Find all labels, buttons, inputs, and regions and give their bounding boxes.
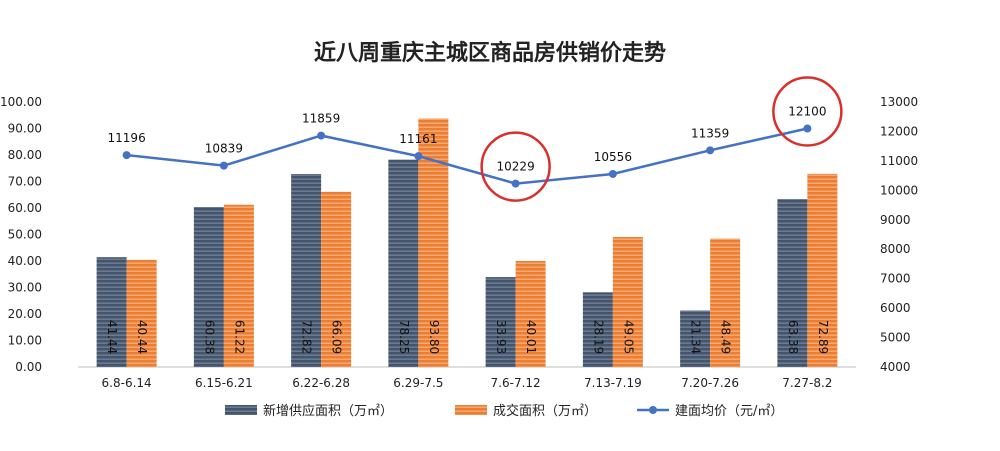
supply-bar bbox=[193, 206, 224, 367]
price-point bbox=[219, 161, 228, 170]
y-right-tick-label: 7000 bbox=[880, 272, 911, 286]
y-left-tick-label: 30.00 bbox=[8, 281, 42, 295]
bar-data-label: 49.05 bbox=[621, 320, 635, 354]
price-point bbox=[511, 179, 520, 188]
legend-sales-entry: 成交面积（万㎡） bbox=[455, 403, 597, 419]
x-tick-label: 7.20-7.26 bbox=[681, 376, 739, 390]
x-tick-label: 6.8-6.14 bbox=[102, 376, 152, 390]
price-point bbox=[608, 169, 617, 178]
line-layer: 11196 10839 11859 11161 10229 10556 11359 12100 bbox=[108, 76, 843, 202]
bar-data-label: 21.34 bbox=[689, 320, 703, 354]
price-data-label: 10556 bbox=[594, 150, 632, 164]
price-point bbox=[706, 146, 715, 155]
bar-data-label: 63.38 bbox=[786, 320, 800, 354]
x-tick-label: 7.6-7.12 bbox=[491, 376, 541, 390]
y-right-tick-label: 9000 bbox=[880, 213, 911, 227]
supply-bar bbox=[291, 174, 322, 367]
axes-layer: 0.00 10.00 20.00 30.00 40.00 50.00 60.00 70.00 8… bbox=[0, 95, 918, 390]
x-tick-label: 7.27-8.2 bbox=[782, 376, 832, 390]
price-point bbox=[122, 151, 131, 160]
bar-data-label: 60.38 bbox=[202, 320, 216, 354]
legend-supply-entry: 新增供应面积（万㎡） bbox=[225, 403, 393, 419]
bar-data-label: 72.89 bbox=[816, 320, 830, 354]
y-right-tick-label: 4000 bbox=[880, 360, 911, 374]
sales-bar bbox=[321, 191, 352, 367]
sales-bar bbox=[807, 173, 838, 367]
price-data-label: 11859 bbox=[302, 112, 340, 126]
y-left-tick-label: 10.00 bbox=[8, 334, 42, 348]
y-right-tick-label: 6000 bbox=[880, 301, 911, 315]
bar-data-label: 33.93 bbox=[494, 320, 508, 354]
price-data-label: 10839 bbox=[205, 142, 243, 156]
sales-bar bbox=[223, 204, 254, 367]
bar-data-label: 93.80 bbox=[427, 320, 441, 354]
y-right-tick-label: 10000 bbox=[880, 183, 918, 197]
bar-data-label: 40.01 bbox=[524, 320, 538, 354]
highlight-circle bbox=[480, 131, 551, 202]
price-point bbox=[803, 124, 812, 133]
y-right-tick-label: 12000 bbox=[880, 124, 918, 138]
supply-bar bbox=[777, 199, 808, 367]
bar-data-label: 40.44 bbox=[135, 320, 149, 354]
legend-sales-swatch bbox=[455, 405, 487, 415]
price-data-label: 10229 bbox=[497, 160, 535, 174]
supply-bar bbox=[582, 292, 613, 367]
y-right-tick-label: 8000 bbox=[880, 242, 911, 256]
bar-data-label: 78.25 bbox=[397, 320, 411, 354]
supply-bar bbox=[96, 257, 127, 367]
sales-bar bbox=[612, 237, 643, 367]
y-left-tick-label: 90.00 bbox=[8, 122, 42, 136]
legend-price-label: 建面均价（元/㎡） bbox=[675, 404, 783, 419]
sales-bar bbox=[126, 259, 157, 367]
bars-layer: 41.44 40.44 60.38 61.22 72.82 66.09 78.25 93.80… bbox=[96, 118, 838, 368]
legend-price-swatch-marker bbox=[649, 406, 657, 414]
price-point bbox=[414, 152, 423, 161]
chart-title: 近八周重庆主城区商品房供销价走势 bbox=[314, 40, 666, 66]
y-left-tick-label: 40.00 bbox=[8, 254, 42, 268]
legend-sales-label: 成交面积（万㎡） bbox=[493, 403, 597, 419]
legend: 新增供应面积（万㎡） 成交面积（万㎡） 建面均价（元/㎡） bbox=[225, 403, 783, 419]
legend-supply-swatch bbox=[225, 405, 257, 415]
y-left-tick-label: 100.00 bbox=[0, 95, 42, 109]
bar-data-label: 28.19 bbox=[591, 320, 605, 354]
y-left-tick-label: 0.00 bbox=[15, 360, 42, 374]
y-left-tick-label: 80.00 bbox=[8, 148, 42, 162]
bar-data-label: 41.44 bbox=[105, 320, 119, 354]
bar-data-label: 48.49 bbox=[719, 320, 733, 354]
y-right-tick-label: 13000 bbox=[880, 95, 918, 109]
bar-data-label: 72.82 bbox=[300, 320, 314, 354]
legend-supply-label: 新增供应面积（万㎡） bbox=[263, 403, 393, 419]
x-tick-label: 7.13-7.19 bbox=[584, 376, 642, 390]
y-left-tick-label: 20.00 bbox=[8, 307, 42, 321]
price-data-label: 11196 bbox=[108, 131, 146, 145]
y-left-tick-label: 60.00 bbox=[8, 201, 42, 215]
x-tick-label: 6.15-6.21 bbox=[195, 376, 253, 390]
price-data-label: 11161 bbox=[399, 132, 437, 146]
x-tick-label: 6.29-7.5 bbox=[393, 376, 443, 390]
x-tick-label: 6.22-6.28 bbox=[292, 376, 350, 390]
supply-bar bbox=[680, 310, 711, 367]
y-left-tick-label: 70.00 bbox=[8, 175, 42, 189]
supply-bar bbox=[485, 277, 516, 367]
price-data-label: 12100 bbox=[788, 105, 826, 119]
bar-data-label: 61.22 bbox=[232, 320, 246, 354]
sales-bar bbox=[710, 238, 741, 367]
y-left-tick-label: 50.00 bbox=[8, 228, 42, 242]
price-data-label: 11359 bbox=[691, 126, 729, 140]
price-point bbox=[317, 131, 326, 140]
sales-bar bbox=[515, 260, 546, 367]
legend-price-entry: 建面均价（元/㎡） bbox=[637, 404, 783, 419]
highlight-circle bbox=[772, 76, 843, 147]
bar-data-label: 66.09 bbox=[330, 320, 344, 354]
supply-bar bbox=[388, 159, 419, 367]
y-right-tick-label: 5000 bbox=[880, 331, 911, 345]
y-right-tick-label: 11000 bbox=[880, 154, 918, 168]
price-line bbox=[126, 127, 808, 185]
